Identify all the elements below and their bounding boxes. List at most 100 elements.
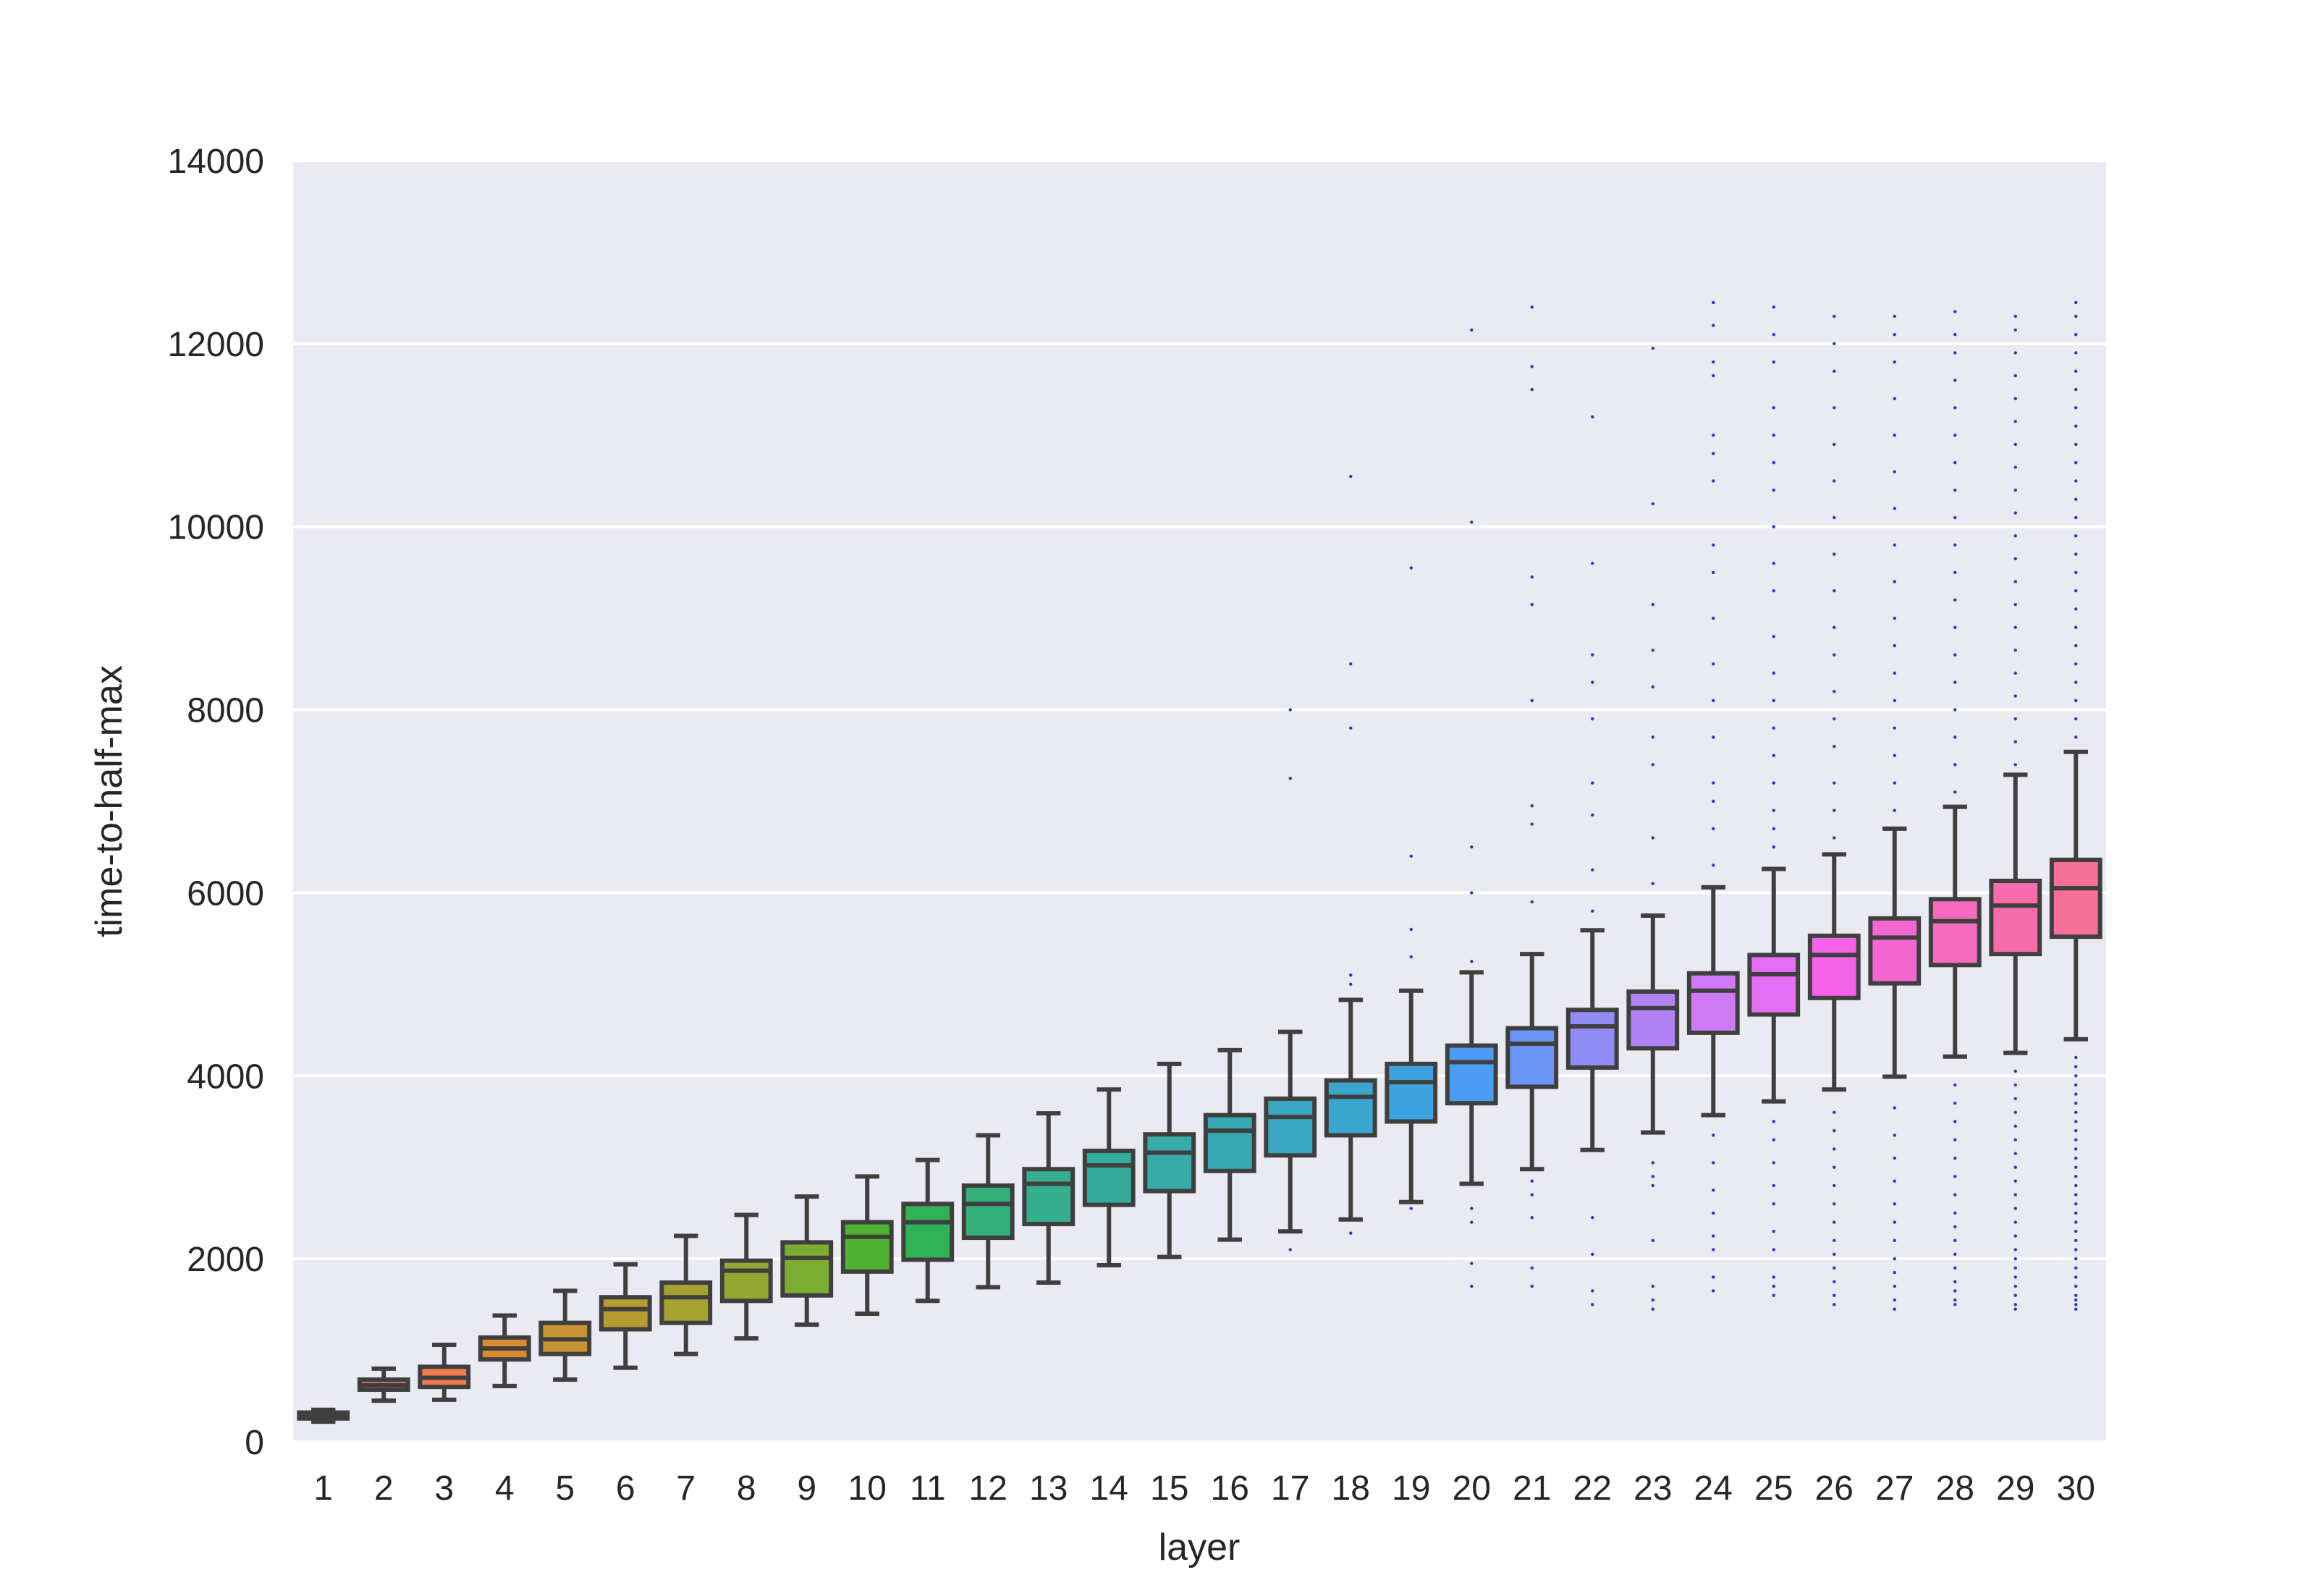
outlier-point bbox=[1833, 1220, 1836, 1224]
y-tick-label: 2000 bbox=[187, 1241, 264, 1279]
outlier-point bbox=[2013, 534, 2017, 538]
outlier-point bbox=[2013, 1293, 2017, 1297]
outlier-point bbox=[2074, 1193, 2078, 1196]
x-tick-label: 3 bbox=[434, 1469, 454, 1508]
outlier-point bbox=[2074, 607, 2078, 611]
outlier-point bbox=[1712, 662, 1715, 666]
outlier-point bbox=[1591, 1252, 1594, 1257]
outlier-point bbox=[1591, 415, 1594, 419]
box-8 bbox=[719, 1212, 773, 1341]
outlier-point bbox=[2013, 1069, 2017, 1073]
y-tick-label: 6000 bbox=[187, 874, 264, 913]
outlier-point bbox=[2074, 424, 2078, 428]
outlier-point bbox=[2074, 1220, 2078, 1224]
outlier-point bbox=[2074, 680, 2078, 684]
iqr-box bbox=[1385, 1061, 1438, 1124]
outlier-point bbox=[1409, 955, 1413, 959]
outlier-point bbox=[1470, 845, 1474, 849]
outlier-point bbox=[1953, 543, 1957, 547]
outlier-point bbox=[1953, 708, 1957, 712]
outlier-point bbox=[2074, 1293, 2078, 1297]
outlier-point bbox=[2074, 1238, 2078, 1243]
outlier-point bbox=[1772, 406, 1775, 410]
outlier-point bbox=[1893, 726, 1896, 730]
outlier-point bbox=[2074, 1083, 2078, 1087]
outlier-point bbox=[1953, 1138, 1957, 1141]
outlier-point bbox=[1833, 515, 1836, 520]
iqr-box bbox=[1747, 953, 1801, 1017]
x-tick-label: 20 bbox=[1453, 1469, 1491, 1508]
outlier-point bbox=[2074, 717, 2078, 721]
x-tick-label: 18 bbox=[1332, 1469, 1370, 1508]
outlier-point bbox=[1772, 635, 1775, 638]
outlier-point bbox=[2013, 694, 2017, 698]
outlier-point bbox=[1893, 1307, 1896, 1311]
outlier-point bbox=[2074, 1211, 2078, 1215]
box-21 bbox=[1505, 952, 1559, 1172]
outlier-point bbox=[1833, 442, 1836, 447]
outlier-point bbox=[2074, 589, 2078, 593]
outlier-point bbox=[2013, 763, 2017, 767]
box-29 bbox=[1989, 772, 2042, 1055]
x-axis-label: layer bbox=[1159, 1527, 1241, 1568]
outlier-point bbox=[2074, 1257, 2078, 1261]
x-tick-label: 26 bbox=[1815, 1469, 1854, 1508]
outlier-point bbox=[2074, 698, 2078, 703]
outlier-point bbox=[1893, 1220, 1896, 1224]
outlier-point bbox=[1530, 804, 1534, 808]
outlier-point bbox=[1953, 570, 1957, 575]
outlier-point bbox=[1953, 351, 1957, 355]
outlier-point bbox=[2074, 479, 2078, 483]
outlier-point bbox=[1772, 1275, 1775, 1279]
outlier-point bbox=[1893, 1133, 1896, 1137]
outlier-point bbox=[1651, 1183, 1654, 1188]
iqr-box bbox=[1807, 933, 1861, 1000]
outlier-point bbox=[1651, 602, 1654, 607]
outlier-point bbox=[1651, 836, 1654, 840]
outlier-point bbox=[2013, 671, 2017, 675]
outlier-point bbox=[1893, 671, 1896, 675]
outlier-point bbox=[1893, 580, 1896, 583]
x-tick-label: 10 bbox=[848, 1469, 887, 1508]
outlier-point bbox=[2013, 1257, 2017, 1261]
outlier-point bbox=[2013, 1307, 2017, 1311]
x-tick-label: 27 bbox=[1875, 1469, 1914, 1508]
outlier-point bbox=[2013, 625, 2017, 629]
outlier-point bbox=[2074, 662, 2078, 666]
outlier-point bbox=[1712, 570, 1715, 575]
outlier-point bbox=[2074, 333, 2078, 337]
outlier-point bbox=[1772, 360, 1775, 364]
iqr-box bbox=[2049, 857, 2102, 940]
box-7 bbox=[659, 1233, 713, 1356]
box-11 bbox=[901, 1157, 955, 1304]
outlier-point bbox=[1772, 1293, 1775, 1297]
x-tick-label: 11 bbox=[910, 1469, 946, 1508]
outlier-point bbox=[2074, 387, 2078, 392]
outlier-point bbox=[1470, 960, 1474, 963]
box-23 bbox=[1626, 913, 1680, 1135]
box-1 bbox=[297, 1407, 350, 1424]
outlier-point bbox=[1953, 1193, 1957, 1196]
outlier-point bbox=[1772, 305, 1775, 309]
outlier-point bbox=[2074, 1055, 2078, 1060]
box-15 bbox=[1143, 1061, 1196, 1259]
iqr-box bbox=[659, 1280, 713, 1325]
iqr-box bbox=[1928, 897, 1982, 968]
outlier-point bbox=[1591, 1289, 1594, 1293]
outlier-point bbox=[1833, 744, 1836, 748]
outlier-point bbox=[1530, 575, 1534, 579]
outlier-point bbox=[2013, 1234, 2017, 1238]
outlier-point bbox=[2013, 1152, 2017, 1155]
outlier-point bbox=[1772, 1138, 1775, 1141]
grid-lines bbox=[293, 159, 2106, 1443]
plot-background bbox=[293, 161, 2106, 1442]
outlier-point bbox=[1530, 698, 1534, 703]
iqr-box bbox=[1989, 878, 2042, 957]
outlier-point bbox=[1651, 1284, 1654, 1288]
outlier-point bbox=[1651, 882, 1654, 885]
outlier-point bbox=[1953, 1102, 1957, 1105]
y-tick-label: 8000 bbox=[187, 692, 264, 730]
outlier-point bbox=[1772, 525, 1775, 528]
outlier-point bbox=[1651, 502, 1654, 506]
outlier-point bbox=[1288, 1248, 1292, 1251]
